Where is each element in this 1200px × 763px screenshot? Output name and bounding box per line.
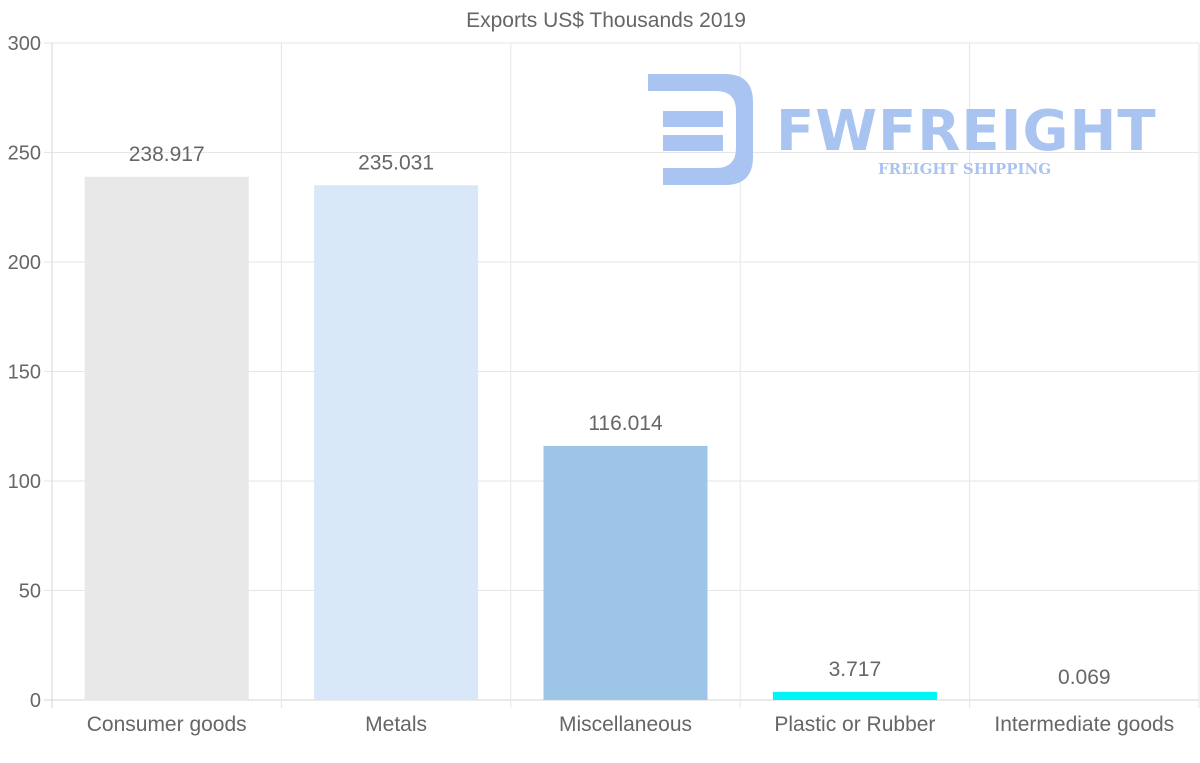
x-tick-label: Plastic or Rubber <box>774 713 935 736</box>
y-tick-label: 150 <box>8 362 41 384</box>
value-labels: 238.917 235.031 116.014 3.717 0.069 <box>129 143 1111 689</box>
bar-miscellaneous <box>543 445 708 700</box>
x-tick-label: Miscellaneous <box>559 713 692 736</box>
y-tick-label: 0 <box>30 690 41 712</box>
y-tick-label: 100 <box>8 471 41 493</box>
x-tick-label: Consumer goods <box>87 713 247 736</box>
bars <box>84 176 1167 700</box>
x-tick-label: Intermediate goods <box>994 713 1174 736</box>
watermark-brand: FWFREIGHT <box>776 99 1157 164</box>
bar-consumer-goods <box>84 176 249 700</box>
bar-metals <box>314 185 479 700</box>
data-label: 235.031 <box>358 151 434 174</box>
y-axis-ticks: 0 50 100 150 200 250 300 <box>8 33 41 712</box>
chart-title: Exports US$ Thousands 2019 <box>466 9 746 32</box>
data-label: 0.069 <box>1058 666 1111 689</box>
data-label: 116.014 <box>588 412 663 435</box>
watermark-logo: FWFREIGHT FREIGHT SHIPPING <box>648 74 1157 185</box>
y-tick-label: 300 <box>8 33 41 55</box>
data-label: 238.917 <box>129 143 205 166</box>
x-tick-label: Metals <box>365 713 427 736</box>
watermark-tagline: FREIGHT SHIPPING <box>878 160 1051 178</box>
y-tick-label: 50 <box>19 581 41 603</box>
data-label: 3.717 <box>829 658 882 681</box>
fwfreight-logo-icon <box>648 74 753 185</box>
x-axis-categories: Consumer goods Metals Miscellaneous Plastic… <box>87 713 1174 736</box>
bar-plastic-or-rubber <box>772 691 937 700</box>
y-tick-label: 250 <box>8 143 41 165</box>
y-tick-label: 200 <box>8 252 41 274</box>
